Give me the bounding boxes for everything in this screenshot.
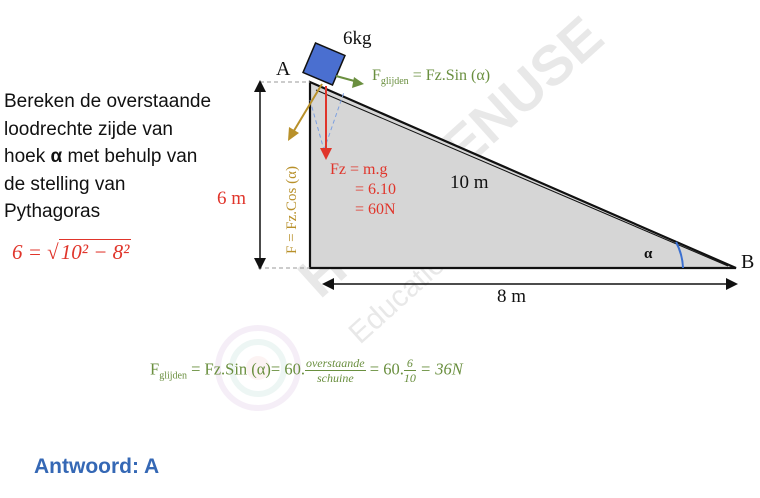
fraction-ratio: overstaande schuine: [304, 356, 366, 385]
question-text: Bereken de overstaande loodrechte zijde …: [4, 88, 249, 226]
fz-line1: Fz = m.g: [330, 161, 387, 178]
fraction-values: 6 10: [403, 356, 416, 385]
pythagoras-equation: 6 = √10² − 8²: [12, 239, 132, 264]
vertex-a: A: [276, 58, 291, 80]
hypotenuse-inner-line: [315, 89, 729, 267]
angle-label: α: [644, 246, 653, 262]
equation-radicand: 10² − 8²: [58, 239, 132, 264]
question-line-1: Bereken de overstaande: [4, 91, 212, 112]
base-label: 8 m: [497, 286, 526, 307]
question-line-3: hoek α met behulp van: [4, 146, 198, 167]
hypotenuse-label: 10 m: [450, 172, 489, 193]
watermark-logo: [215, 325, 301, 411]
triangle: [308, 80, 737, 270]
f-perp-label: F = Fz.Cos (α): [284, 166, 300, 254]
question-line-5: Pythagoras: [4, 201, 101, 222]
question-line-4: de stelling van: [4, 173, 126, 195]
vertex-b: B: [741, 251, 754, 273]
guide-projection-2: [323, 91, 345, 151]
fz-line2: = 6.10: [355, 181, 396, 198]
angle-arc: [675, 241, 684, 269]
f-perp-arrow: [291, 83, 323, 135]
answer-text: Antwoord: A: [34, 455, 160, 478]
fz-line3: = 60N: [355, 201, 396, 218]
sliding-force-formula: Fglijden = Fz.Sin (α)= 60. overstaande sch…: [150, 356, 463, 385]
question-line-2: loodrechte zijde van: [4, 118, 173, 140]
height-label: 6 m: [217, 188, 246, 209]
f-slide-label: Fglijden = Fz.Sin (α): [372, 67, 490, 87]
mass-block: [302, 42, 346, 86]
equation-lhs: 6 =: [12, 240, 48, 264]
mass-label: 6kg: [343, 28, 372, 49]
guide-projection: [309, 99, 325, 151]
alpha-symbol: α: [50, 146, 63, 167]
